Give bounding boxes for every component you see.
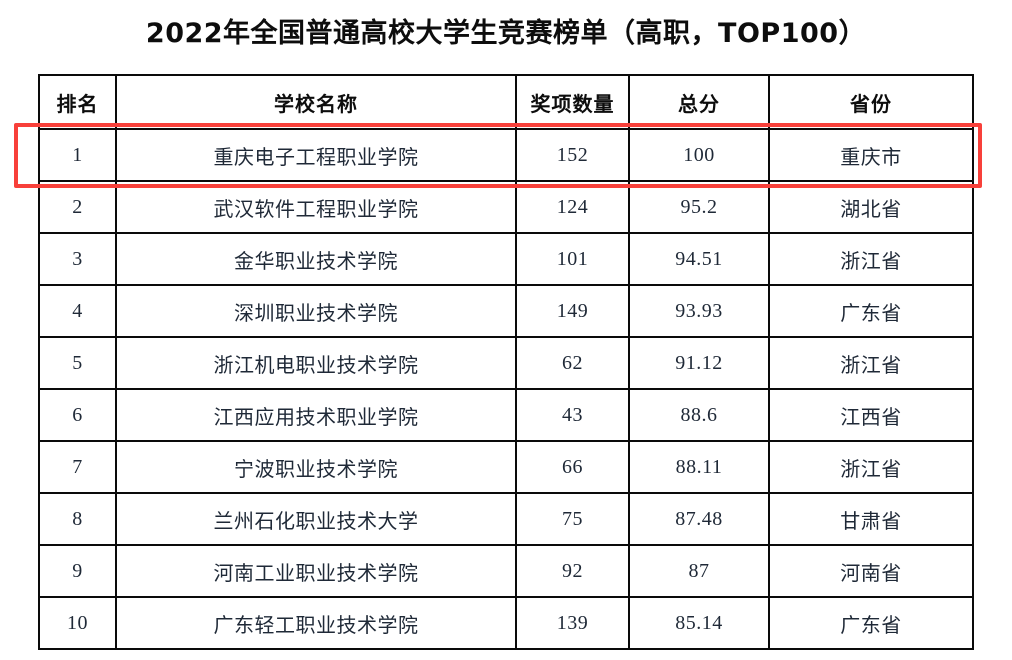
cell-awards: 75: [515, 492, 630, 546]
cell-province: 广东省: [768, 596, 974, 650]
cell-rank: 8: [38, 492, 117, 546]
cell-awards: 43: [515, 388, 630, 442]
cell-province: 湖北省: [768, 180, 974, 234]
table-row[interactable]: 10 广东轻工职业技术学院 139 85.14 广东省: [38, 596, 974, 650]
table-row[interactable]: 7 宁波职业技术学院 66 88.11 浙江省: [38, 440, 974, 494]
table-header-row: 排名 学校名称 奖项数量 总分 省份: [38, 74, 974, 130]
page-title: 2022年全国普通高校大学生竞赛榜单（高职，TOP100）: [145, 18, 867, 49]
column-header-awards[interactable]: 奖项数量: [515, 74, 630, 130]
cell-awards: 92: [515, 544, 630, 598]
ranking-table: 排名 学校名称 奖项数量 总分 省份 1 重庆电子工程职业学院 152 100 重庆市 2…: [38, 74, 974, 650]
cell-province: 广东省: [768, 284, 974, 338]
cell-awards: 66: [515, 440, 630, 494]
cell-score: 85.14: [628, 596, 770, 650]
cell-school: 深圳职业技术学院: [115, 284, 517, 338]
cell-rank: 9: [38, 544, 117, 598]
cell-score: 87: [628, 544, 770, 598]
column-header-school[interactable]: 学校名称: [115, 74, 517, 130]
table-row[interactable]: 4 深圳职业技术学院 149 93.93 广东省: [38, 284, 974, 338]
cell-school: 宁波职业技术学院: [115, 440, 517, 494]
cell-rank: 4: [38, 284, 117, 338]
table-row[interactable]: 8 兰州石化职业技术大学 75 87.48 甘肃省: [38, 492, 974, 546]
cell-province: 江西省: [768, 388, 974, 442]
cell-awards: 124: [515, 180, 630, 234]
table-row[interactable]: 5 浙江机电职业技术学院 62 91.12 浙江省: [38, 336, 974, 390]
cell-score: 94.51: [628, 232, 770, 286]
ranking-table-container: 排名 学校名称 奖项数量 总分 省份 1 重庆电子工程职业学院 152 100 重庆市 2…: [38, 74, 974, 650]
cell-rank: 1: [38, 128, 117, 182]
column-header-score[interactable]: 总分: [628, 74, 770, 130]
cell-awards: 139: [515, 596, 630, 650]
table-row[interactable]: 6 江西应用技术职业学院 43 88.6 江西省: [38, 388, 974, 442]
cell-school: 江西应用技术职业学院: [115, 388, 517, 442]
column-header-province[interactable]: 省份: [768, 74, 974, 130]
cell-awards: 149: [515, 284, 630, 338]
cell-school: 兰州石化职业技术大学: [115, 492, 517, 546]
cell-province: 浙江省: [768, 232, 974, 286]
table-body: 1 重庆电子工程职业学院 152 100 重庆市 2 武汉软件工程职业学院 124 95.2 湖北…: [38, 128, 974, 650]
cell-rank: 5: [38, 336, 117, 390]
table-header: 排名 学校名称 奖项数量 总分 省份: [38, 74, 974, 130]
cell-school: 浙江机电职业技术学院: [115, 336, 517, 390]
cell-rank: 7: [38, 440, 117, 494]
cell-awards: 152: [515, 128, 630, 182]
column-header-rank[interactable]: 排名: [38, 74, 117, 130]
table-row[interactable]: 9 河南工业职业技术学院 92 87 河南省: [38, 544, 974, 598]
cell-score: 100: [628, 128, 770, 182]
cell-province: 甘肃省: [768, 492, 974, 546]
cell-score: 88.11: [628, 440, 770, 494]
cell-awards: 101: [515, 232, 630, 286]
table-row[interactable]: 2 武汉软件工程职业学院 124 95.2 湖北省: [38, 180, 974, 234]
cell-score: 95.2: [628, 180, 770, 234]
cell-score: 91.12: [628, 336, 770, 390]
cell-awards: 62: [515, 336, 630, 390]
cell-province: 浙江省: [768, 440, 974, 494]
cell-rank: 3: [38, 232, 117, 286]
cell-rank: 10: [38, 596, 117, 650]
cell-school: 武汉软件工程职业学院: [115, 180, 517, 234]
cell-school: 河南工业职业技术学院: [115, 544, 517, 598]
cell-score: 87.48: [628, 492, 770, 546]
cell-score: 88.6: [628, 388, 770, 442]
table-row[interactable]: 1 重庆电子工程职业学院 152 100 重庆市: [38, 128, 974, 182]
cell-score: 93.93: [628, 284, 770, 338]
cell-rank: 2: [38, 180, 117, 234]
cell-school: 金华职业技术学院: [115, 232, 517, 286]
cell-school: 广东轻工职业技术学院: [115, 596, 517, 650]
cell-rank: 6: [38, 388, 117, 442]
table-row[interactable]: 3 金华职业技术学院 101 94.51 浙江省: [38, 232, 974, 286]
cell-province: 浙江省: [768, 336, 974, 390]
cell-province: 重庆市: [768, 128, 974, 182]
cell-province: 河南省: [768, 544, 974, 598]
cell-school: 重庆电子工程职业学院: [115, 128, 517, 182]
